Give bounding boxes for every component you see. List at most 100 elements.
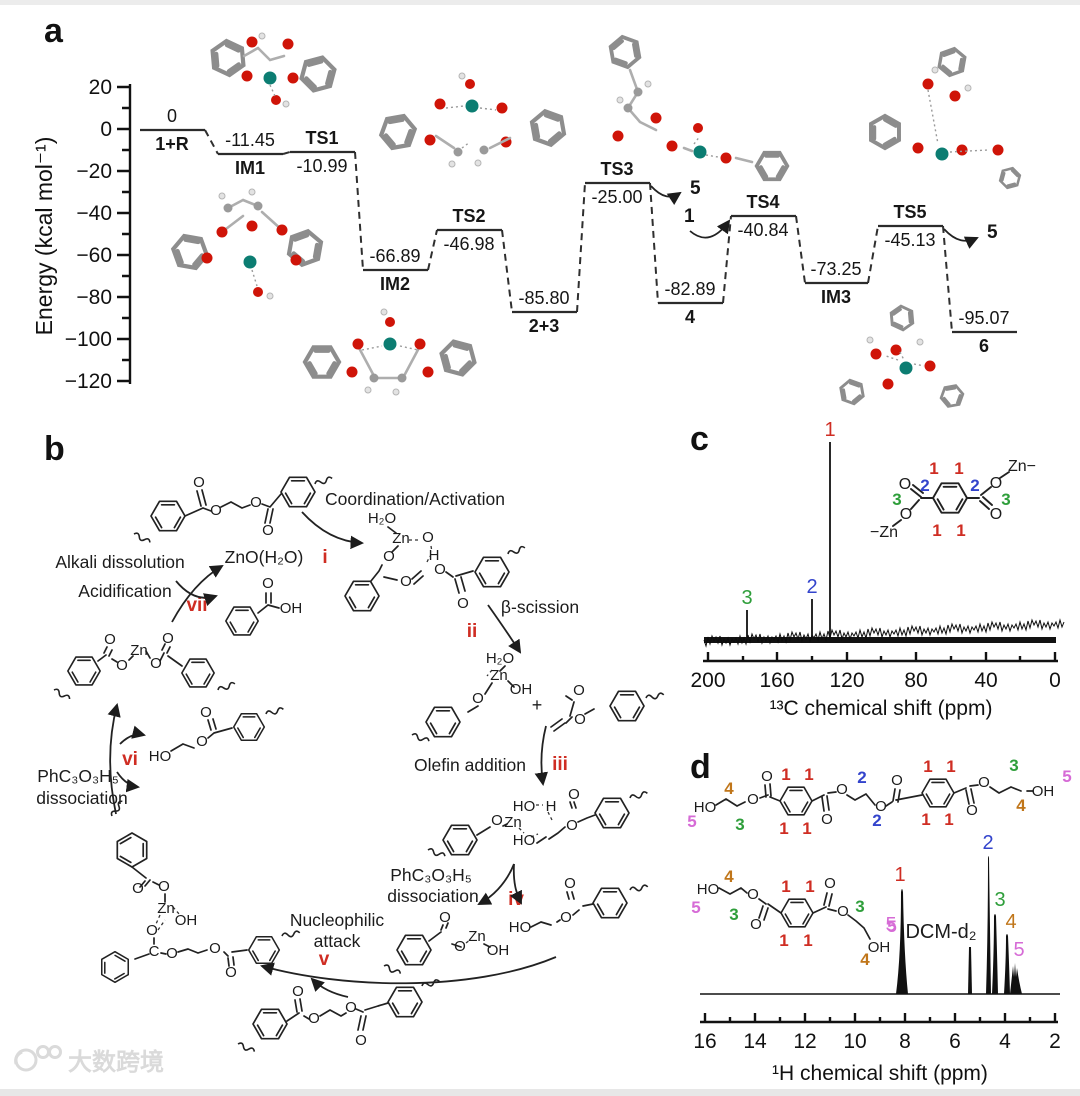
atom-o: O <box>568 786 580 803</box>
atom-c: C <box>149 943 160 960</box>
atom-zn: Zn <box>468 928 486 945</box>
molecule-3d-im2 <box>305 308 478 396</box>
level-value: -66.89 <box>369 246 420 266</box>
atom-ho: HO <box>513 798 536 815</box>
assign-5: 5 <box>1062 767 1071 786</box>
level-value: -46.98 <box>443 234 494 254</box>
level-value: -10.99 <box>296 156 347 176</box>
panel-b-mechanism: b Coordination/Activation i Alkali disso… <box>36 430 665 1055</box>
assign-1: 1 <box>954 459 963 478</box>
level-value: -82.89 <box>664 279 715 299</box>
assign-3: 3 <box>892 490 901 509</box>
atom-o: O <box>132 880 144 897</box>
level-value: -85.80 <box>518 288 569 308</box>
xtick: 14 <box>743 1030 767 1053</box>
atom-o: O <box>899 476 911 493</box>
atom-oh: OH <box>1032 783 1055 800</box>
assign-5: 5 <box>687 812 696 831</box>
assign-1: 1 <box>781 877 790 896</box>
atom-oh: OH <box>510 681 533 698</box>
panel-d-label: d <box>690 748 711 786</box>
atom-o: O <box>383 548 395 565</box>
atom-ho: HO <box>509 919 532 936</box>
atom-o: O <box>225 964 237 981</box>
step-label-attack: attack <box>314 931 361 951</box>
atom-o: O <box>210 502 222 519</box>
step-label-phc-left: PhC₃O₃H₅ <box>37 766 119 786</box>
atom-o: O <box>193 474 205 491</box>
ytick: −40 <box>76 202 112 225</box>
step-label-alkali: Alkali dissolution <box>55 552 184 572</box>
release-5-arrow-2 <box>943 228 979 249</box>
level-value: -25.00 <box>591 187 642 207</box>
step-label-phc-right: PhC₃O₃H₅ <box>390 865 472 885</box>
atom-o: O <box>747 791 759 808</box>
level-value: -45.13 <box>884 230 935 250</box>
atom-zn: Zn <box>490 667 508 684</box>
structure-glycol-ester-released: HO O O <box>149 704 285 765</box>
peak-1 <box>896 889 908 994</box>
panel-b-label: b <box>44 430 65 468</box>
species-5-label-2: 5 <box>987 222 998 243</box>
molecule-3d-im1 <box>171 188 326 300</box>
level-name: 2+3 <box>529 316 560 336</box>
atom-o: O <box>422 529 434 546</box>
atom-o: O <box>573 682 585 699</box>
atom-oh: OH <box>280 600 303 617</box>
atom-zn: Zn <box>504 814 522 831</box>
assign-3: 3 <box>735 815 744 834</box>
panel-a-energy-diagram: a 20 0 −20 −40 −60 −80 −100 −120 Energy … <box>31 12 1025 409</box>
step-label-dissociation-right: dissociation <box>387 886 478 906</box>
assign-4: 4 <box>724 779 734 798</box>
assign-2: 2 <box>857 768 866 787</box>
atom-ho: HO <box>513 832 536 849</box>
ytick: 0 <box>100 118 112 141</box>
step-label-dissociation-left: dissociation <box>36 788 127 808</box>
xtick: 16 <box>693 1030 716 1053</box>
energy-y-axis: 20 0 −20 −40 −60 −80 −100 −120 Energy (k… <box>31 76 132 393</box>
assign-1: 1 <box>946 757 955 776</box>
step-vii: vii <box>186 595 207 616</box>
enter-1-arrow <box>689 219 731 239</box>
c13-x-axis: 200 160 120 80 40 0 ¹³C chemical shift (… <box>690 652 1061 720</box>
atom-o: O <box>200 704 212 721</box>
atom-o: O <box>150 655 162 672</box>
assign-1: 1 <box>956 521 965 540</box>
page-edge-bottom <box>0 1089 1080 1096</box>
h1-spectrum: 1 5 DCM-d₂ 2 3 4 5 <box>700 832 1060 995</box>
peak-5-label: 5 <box>1013 939 1024 961</box>
atom-zn: Zn <box>130 642 148 659</box>
oh-5-label: 5 <box>885 914 896 936</box>
structure-bhet-monomer: 4 HO 5 3 O O 1 1 1 1 O O 3 OH 4 5 <box>691 867 896 969</box>
atom-o: O <box>209 940 221 957</box>
atom-ho: HO <box>694 799 717 816</box>
xtick: 10 <box>843 1030 866 1053</box>
peak-2 <box>986 856 991 994</box>
level-value: 0 <box>167 106 177 126</box>
atom-o: O <box>821 811 833 828</box>
molecule-3d-ts1 <box>206 32 338 108</box>
level-name: TS5 <box>893 202 926 222</box>
atom-h: H <box>429 547 440 564</box>
atom-o: O <box>454 938 466 955</box>
step-label-acidification: Acidification <box>78 581 171 601</box>
assign-3: 3 <box>1009 756 1018 775</box>
atom-o: O <box>574 711 586 728</box>
assign-1: 1 <box>921 810 930 829</box>
atom-o: O <box>491 812 503 829</box>
atom-o: O <box>472 690 484 707</box>
atom-o: O <box>292 983 304 1000</box>
watermark: 大数跨境 <box>14 1045 164 1076</box>
atom-o: O <box>891 772 903 789</box>
step-iii: iii <box>552 754 568 775</box>
zn-top-label: Zn− <box>1008 458 1036 475</box>
structure-bhet-dimer: 5 HO 4 3 O O 1 1 1 1 O O 2 2 O O 1 1 1 1… <box>687 756 1071 838</box>
xtick: 160 <box>759 669 794 692</box>
panel-d-1h-nmr: d 5 HO 4 3 O O 1 1 1 1 O O 2 2 O O 1 1 1… <box>687 748 1071 1085</box>
assign-5: 5 <box>887 917 896 936</box>
level-name: TS4 <box>746 192 779 212</box>
peak-4 <box>1004 934 1010 994</box>
structure-zinc-terephthalate-inset: O O −Zn O O Zn− 1 1 1 1 2 2 3 3 <box>870 458 1036 541</box>
